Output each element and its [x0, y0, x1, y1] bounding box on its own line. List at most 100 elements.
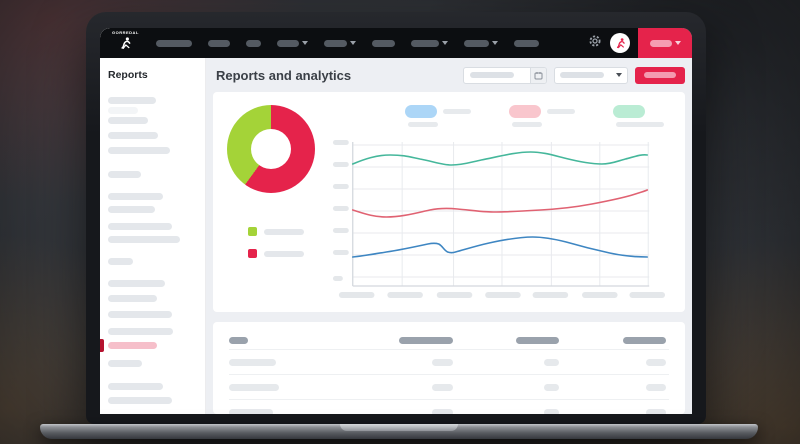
- legend-value-placeholder: [616, 122, 664, 127]
- donut-legend-item[interactable]: [248, 227, 331, 236]
- primary-action-button[interactable]: [635, 66, 685, 84]
- nav-menu-item[interactable]: [323, 39, 356, 47]
- calendar-icon[interactable]: [530, 67, 546, 83]
- nav-item-placeholder: [513, 39, 539, 47]
- table-cell: [516, 383, 559, 391]
- table-header-cell: [399, 337, 453, 344]
- brand-name: Gorredal: [112, 30, 139, 35]
- table-header-cell: [623, 337, 666, 344]
- nav-menu-item[interactable]: [371, 39, 395, 47]
- sidebar-menu-item[interactable]: [108, 107, 138, 114]
- account-menu-button[interactable]: [638, 28, 692, 58]
- main-header: Reports and analytics: [213, 58, 685, 92]
- sidebar-menu-item[interactable]: [108, 147, 170, 154]
- nav-item-placeholder: [463, 39, 489, 47]
- legend-label-placeholder: [547, 109, 575, 114]
- chevron-down-icon: [616, 73, 622, 77]
- brand-logo[interactable]: Gorredal: [112, 31, 139, 55]
- screen-body: Reports Reports and analytics: [100, 58, 692, 414]
- sidebar-menu-item[interactable]: [108, 132, 158, 139]
- date-range-input[interactable]: [463, 66, 547, 84]
- sidebar-menu-item[interactable]: [108, 206, 155, 213]
- sidebar-menu-item[interactable]: [108, 311, 172, 318]
- chevron-down-icon: [674, 41, 681, 45]
- x-tick-placeholder: [436, 292, 473, 298]
- date-placeholder: [470, 72, 514, 78]
- main-content: Reports and analytics: [206, 58, 692, 414]
- nav-menu-item[interactable]: [245, 39, 261, 47]
- donut-legend: [248, 227, 331, 258]
- filter-select[interactable]: [554, 66, 628, 84]
- nav-menu-item[interactable]: [463, 39, 498, 47]
- cell-value-placeholder: [544, 358, 559, 366]
- header-label-placeholder: [229, 337, 248, 344]
- sidebar-menu-item[interactable]: [108, 328, 173, 335]
- table-header-row: [229, 332, 669, 349]
- chart-legend-item[interactable]: [405, 105, 471, 127]
- table-row[interactable]: [229, 399, 669, 414]
- table-cell: [516, 358, 559, 366]
- laptop-screen: Gorredal: [100, 28, 692, 414]
- x-tick-placeholder: [485, 292, 521, 298]
- page-title: Reports and analytics: [216, 67, 352, 83]
- x-tick-placeholder: [582, 292, 618, 298]
- y-tick-placeholder: [332, 228, 349, 233]
- x-tick-placeholder: [629, 292, 666, 298]
- nav-item-placeholder: [410, 39, 439, 47]
- cell-value-placeholder: [229, 408, 273, 414]
- table-row[interactable]: [229, 374, 669, 399]
- legend-value-placeholder: [512, 122, 542, 127]
- active-item-marker: [100, 339, 104, 352]
- nav-menu: [155, 39, 555, 47]
- nav-menu-item[interactable]: [276, 39, 308, 47]
- brand-avatar-icon: [616, 37, 625, 48]
- user-avatar[interactable]: [610, 33, 630, 53]
- chart-legend-item[interactable]: [613, 105, 664, 127]
- select-placeholder: [560, 72, 604, 78]
- chart-legend-item-top: [613, 105, 664, 118]
- sidebar-menu-item[interactable]: [108, 360, 142, 367]
- legend-label-placeholder: [443, 109, 471, 114]
- sidebar-menu-item[interactable]: [108, 193, 163, 200]
- sidebar-menu-item-active[interactable]: [100, 339, 157, 352]
- header-label-placeholder: [623, 337, 666, 344]
- chevron-down-icon: [349, 41, 356, 45]
- chart-legend-item[interactable]: [509, 105, 575, 127]
- sidebar: Reports: [100, 58, 206, 414]
- sidebar-menu-item[interactable]: [108, 117, 148, 124]
- donut-chart: [227, 105, 315, 193]
- sidebar-menu-item[interactable]: [108, 383, 163, 390]
- legend-color-swatch: [248, 227, 257, 236]
- line-series-green: [351, 151, 649, 166]
- nav-menu-item[interactable]: [513, 39, 539, 47]
- sidebar-menu-item[interactable]: [108, 397, 172, 404]
- nav-menu-item[interactable]: [207, 39, 230, 47]
- donut-section: [227, 105, 331, 299]
- table-cell: [229, 408, 399, 414]
- cell-value-placeholder: [432, 383, 453, 391]
- legend-series-badge: [613, 105, 645, 118]
- nav-menu-item[interactable]: [410, 39, 448, 47]
- nav-item-placeholder: [245, 39, 261, 47]
- sidebar-menu-item[interactable]: [108, 223, 172, 230]
- donut-legend-item[interactable]: [248, 249, 331, 258]
- nav-menu-item[interactable]: [155, 39, 192, 47]
- sidebar-menu-item[interactable]: [108, 280, 165, 287]
- legend-label-placeholder: [264, 250, 304, 257]
- top-navbar: Gorredal: [100, 28, 692, 58]
- header-label-placeholder: [399, 337, 453, 344]
- line-chart-section: [331, 105, 671, 299]
- sidebar-menu-item[interactable]: [108, 97, 156, 104]
- line-series-blue: [351, 236, 649, 258]
- header-label-placeholder: [516, 337, 559, 344]
- nav-item-placeholder: [207, 39, 230, 47]
- sidebar-menu-item[interactable]: [108, 236, 180, 243]
- sidebar-menu-item[interactable]: [108, 258, 133, 265]
- sidebar-menu-item[interactable]: [108, 295, 157, 302]
- table-cell: [623, 408, 666, 414]
- sidebar-menu-item[interactable]: [108, 171, 141, 178]
- legend-value-placeholder: [408, 122, 438, 127]
- settings-gear-icon[interactable]: [588, 34, 602, 53]
- table-row[interactable]: [229, 349, 669, 374]
- table-cell: [399, 408, 453, 414]
